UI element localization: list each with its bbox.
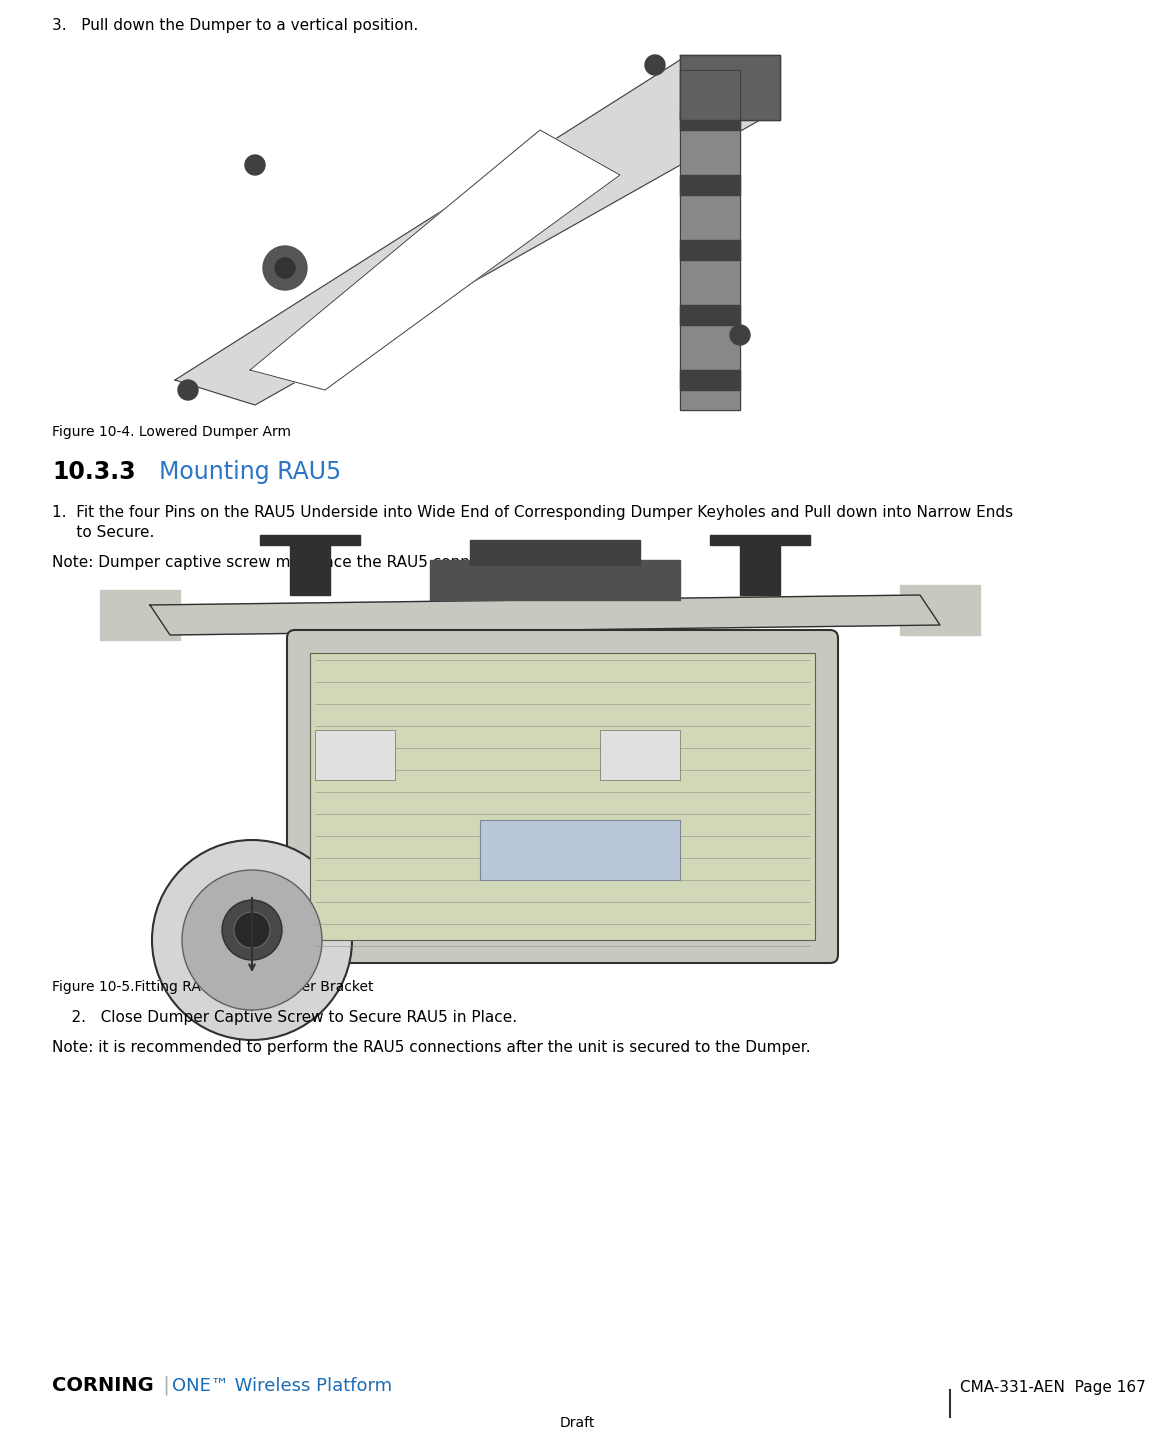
Text: CORNING: CORNING (52, 1376, 154, 1395)
Circle shape (263, 246, 307, 289)
Polygon shape (680, 69, 740, 410)
Text: 1.  Fit the four Pins on the RAU5 Underside into Wide End of Corresponding Dumpe: 1. Fit the four Pins on the RAU5 Undersi… (52, 505, 1013, 519)
Text: 2.   Close Dumper Captive Screw to Secure RAU5 in Place.: 2. Close Dumper Captive Screw to Secure … (52, 1010, 517, 1024)
Circle shape (234, 912, 270, 948)
Circle shape (730, 326, 750, 344)
Polygon shape (260, 535, 360, 546)
Circle shape (182, 870, 322, 1010)
Circle shape (222, 900, 282, 959)
Text: Note: it is recommended to perform the RAU5 connections after the unit is secure: Note: it is recommended to perform the R… (52, 1040, 811, 1055)
Polygon shape (680, 370, 740, 391)
Text: Draft: Draft (559, 1417, 595, 1430)
Polygon shape (176, 59, 760, 405)
Bar (599, 729, 680, 780)
Text: Figure 10-5.Fitting RAU5 onto Dumper Bracket: Figure 10-5.Fitting RAU5 onto Dumper Bra… (52, 980, 373, 994)
Text: ONE™ Wireless Platform: ONE™ Wireless Platform (172, 1378, 393, 1395)
Polygon shape (900, 585, 979, 635)
Polygon shape (680, 305, 740, 326)
Bar (680, 69, 740, 410)
Circle shape (644, 55, 665, 75)
Polygon shape (470, 540, 640, 564)
Text: |: | (157, 1376, 176, 1395)
Text: 3.   Pull down the Dumper to a vertical position.: 3. Pull down the Dumper to a vertical po… (52, 17, 418, 33)
Polygon shape (680, 55, 780, 120)
Bar (315, 729, 395, 780)
Polygon shape (249, 130, 620, 391)
Text: to Secure.: to Secure. (52, 525, 155, 540)
Circle shape (152, 841, 352, 1040)
Polygon shape (150, 595, 940, 635)
Polygon shape (680, 240, 740, 260)
Polygon shape (290, 540, 330, 595)
FancyBboxPatch shape (286, 629, 839, 964)
Circle shape (275, 258, 295, 278)
Text: CMA-331-AEN  Page 167: CMA-331-AEN Page 167 (960, 1380, 1146, 1395)
Polygon shape (710, 535, 810, 546)
Polygon shape (430, 560, 680, 601)
Text: 10.3.3: 10.3.3 (52, 460, 135, 483)
Bar (480, 820, 680, 880)
FancyBboxPatch shape (310, 653, 815, 941)
Text: Note: Dumper captive screw must face the RAU5 connectors: Note: Dumper captive screw must face the… (52, 556, 517, 570)
Text: Figure 10-4. Lowered Dumper Arm: Figure 10-4. Lowered Dumper Arm (52, 425, 291, 438)
Polygon shape (100, 590, 180, 640)
Circle shape (178, 381, 198, 399)
Polygon shape (680, 110, 740, 130)
Circle shape (245, 155, 264, 175)
Polygon shape (680, 175, 740, 195)
Text: Mounting RAU5: Mounting RAU5 (144, 460, 341, 483)
Polygon shape (740, 540, 780, 595)
